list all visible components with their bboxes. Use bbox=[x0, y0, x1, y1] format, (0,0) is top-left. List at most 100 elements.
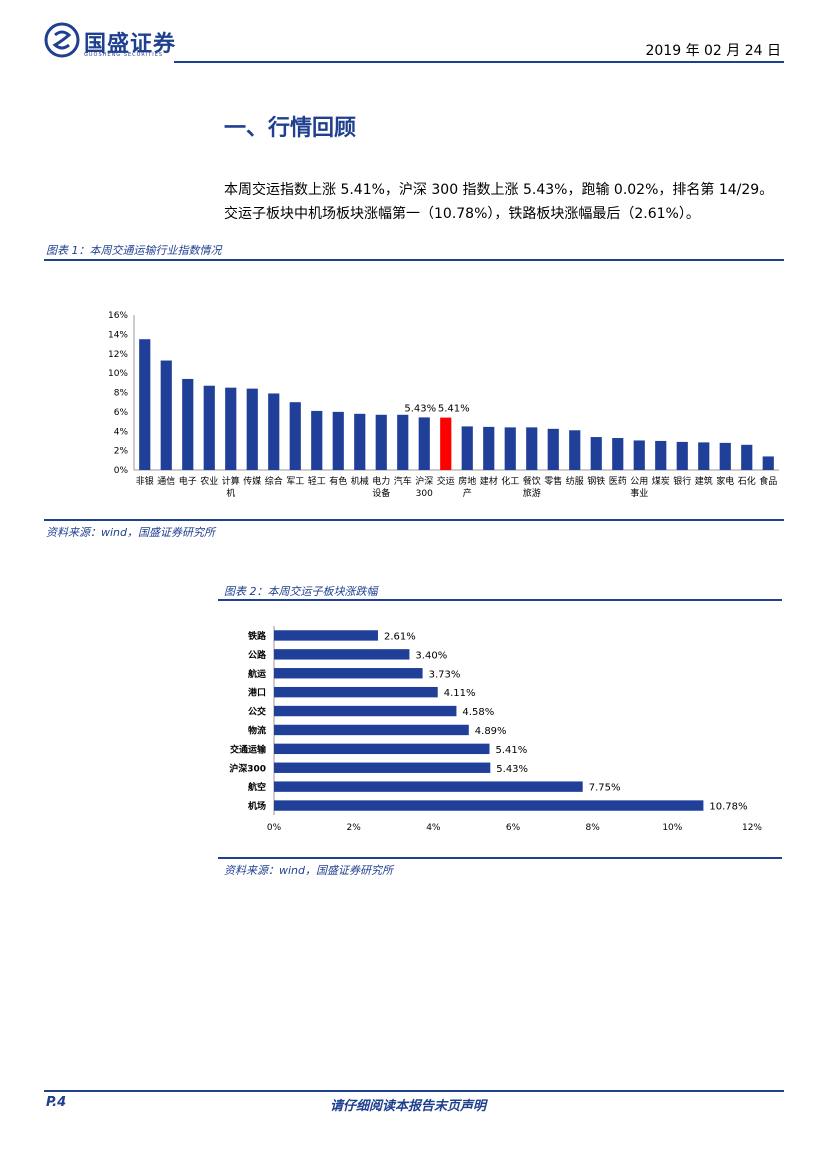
x-tick-label: 有色 bbox=[329, 475, 347, 487]
x-tick-label: 军工 bbox=[286, 476, 304, 487]
bar bbox=[182, 378, 194, 470]
bar bbox=[612, 438, 624, 470]
x-tick-label: 石化 bbox=[738, 475, 756, 487]
bar bbox=[762, 456, 774, 470]
category-label: 公交 bbox=[248, 706, 266, 718]
x-tick-label: 钢铁 bbox=[587, 475, 605, 487]
bar bbox=[375, 414, 387, 470]
x-tick-label: 房地 bbox=[458, 475, 476, 487]
industry-index-bar-chart: 0% 2% 4% 6% 8% 10% 12% 14% 16% 非银 通信 电子 农业 计算机传媒 综合 军工轻… bbox=[108, 311, 779, 499]
x-tick-label: 公用 bbox=[630, 476, 648, 487]
bar bbox=[397, 414, 409, 470]
disclaimer-note: 请仔细阅读本报告末页声明 bbox=[330, 1099, 487, 1114]
x-tick-label: 设备 bbox=[372, 487, 390, 499]
summary-paragraph: 本周交运指数上涨 5.41%，沪深 300 指数上涨 5.43%，跑输 0.02… bbox=[224, 182, 774, 222]
x-tick-label: 家电 bbox=[716, 475, 734, 487]
data-label: 7.75% bbox=[589, 783, 621, 794]
x-tick-label: 0% bbox=[267, 823, 282, 833]
data-label: 3.40% bbox=[415, 650, 447, 661]
x-tick-label: 零售 bbox=[544, 475, 562, 487]
page-number: P.4 bbox=[46, 1095, 67, 1110]
bar bbox=[676, 441, 688, 470]
data-label: 5.41% bbox=[495, 745, 527, 756]
bar bbox=[483, 426, 495, 470]
subsector-bar-chart: 0% 2% 4% 6% 8% 10% 12% 铁路 2.61% 公路 3.40% 航运 3.73% 港口 4… bbox=[229, 626, 762, 833]
x-tick-label: 食品 bbox=[759, 475, 777, 487]
category-label: 航空 bbox=[248, 781, 266, 793]
bar bbox=[590, 437, 602, 470]
bar bbox=[274, 743, 490, 755]
bar bbox=[139, 339, 151, 470]
category-label: 机场 bbox=[248, 800, 266, 812]
bar bbox=[354, 413, 366, 470]
figure2-source-rule bbox=[218, 857, 782, 859]
bar bbox=[547, 428, 559, 470]
figure2-label: 图表 2：本周交运子板块涨跌幅 bbox=[224, 585, 378, 598]
x-tick-label: 机 bbox=[226, 487, 235, 499]
x-tick-label: 轻工 bbox=[308, 475, 326, 487]
bar bbox=[274, 649, 410, 660]
bar bbox=[719, 442, 731, 470]
x-tick-label: 综合 bbox=[265, 475, 283, 487]
bar bbox=[741, 444, 753, 470]
y-tick-label: 6% bbox=[114, 408, 129, 418]
bar bbox=[289, 402, 301, 470]
y-tick-label: 8% bbox=[114, 389, 129, 399]
bar bbox=[569, 430, 581, 470]
figure1-rule bbox=[44, 259, 784, 261]
bar bbox=[274, 724, 469, 736]
figure2-source: 资料来源：wind，国盛证券研究所 bbox=[224, 864, 394, 877]
data-label: 4.58% bbox=[462, 707, 494, 718]
footer-divider bbox=[44, 1090, 784, 1092]
x-tick-label: 事业 bbox=[630, 487, 648, 499]
x-tick-label: 医药 bbox=[609, 476, 627, 487]
bar bbox=[268, 393, 280, 470]
y-tick-label: 4% bbox=[114, 427, 129, 437]
x-tick-label: 煤炭 bbox=[652, 475, 670, 487]
y-tick-label: 0% bbox=[114, 466, 129, 476]
category-label: 公路 bbox=[248, 649, 267, 661]
company-logo-icon bbox=[44, 22, 80, 58]
x-tick-label: 汽车 bbox=[394, 475, 412, 487]
bar bbox=[160, 360, 172, 470]
data-label: 5.41% bbox=[438, 404, 470, 415]
y-tick-label: 12% bbox=[108, 350, 128, 360]
x-tick-label: 沪深 bbox=[415, 475, 433, 487]
figure2-rule bbox=[218, 599, 782, 601]
bar bbox=[504, 427, 516, 470]
bar bbox=[418, 417, 430, 470]
x-tick-label: 电子 bbox=[179, 475, 197, 487]
x-tick-label: 农业 bbox=[200, 475, 218, 487]
data-label: 4.89% bbox=[475, 726, 507, 737]
data-label: 5.43% bbox=[496, 764, 528, 775]
x-tick-label: 电力 bbox=[372, 475, 390, 487]
x-tick-label: 2% bbox=[347, 823, 362, 833]
bar bbox=[274, 668, 423, 679]
x-tick-label: 6% bbox=[506, 823, 521, 833]
header-divider bbox=[174, 61, 784, 63]
x-tick-label: 非银 bbox=[136, 475, 154, 487]
company-subtitle: GUOSHENG SECURITIES bbox=[84, 52, 164, 58]
data-label: 2.61% bbox=[384, 631, 416, 642]
data-label: 5.43% bbox=[404, 403, 436, 414]
company-name: 国盛证券 bbox=[84, 32, 177, 57]
x-tick-label: 建材 bbox=[480, 475, 498, 487]
x-tick-label: 旅游 bbox=[523, 487, 541, 499]
figure1-source-rule bbox=[44, 519, 784, 521]
x-tick-label: 产 bbox=[463, 487, 472, 499]
figure1-source: 资料来源：wind，国盛证券研究所 bbox=[46, 526, 216, 539]
category-label: 沪深300 bbox=[229, 762, 266, 774]
data-label: 4.11% bbox=[444, 688, 476, 699]
x-tick-label: 餐饮 bbox=[523, 475, 541, 487]
category-label: 航运 bbox=[248, 668, 267, 680]
bar bbox=[274, 800, 704, 811]
bar bbox=[274, 630, 378, 641]
section-title: 一、行情回顾 bbox=[224, 116, 357, 141]
x-tick-label: 300 bbox=[416, 489, 433, 499]
data-label: 10.78% bbox=[709, 802, 747, 813]
bar bbox=[440, 417, 452, 470]
figure1-label: 图表 1：本周交通运输行业指数情况 bbox=[46, 244, 222, 257]
x-tick-label: 银行 bbox=[673, 475, 691, 487]
bar bbox=[274, 705, 457, 717]
bar bbox=[274, 781, 583, 792]
